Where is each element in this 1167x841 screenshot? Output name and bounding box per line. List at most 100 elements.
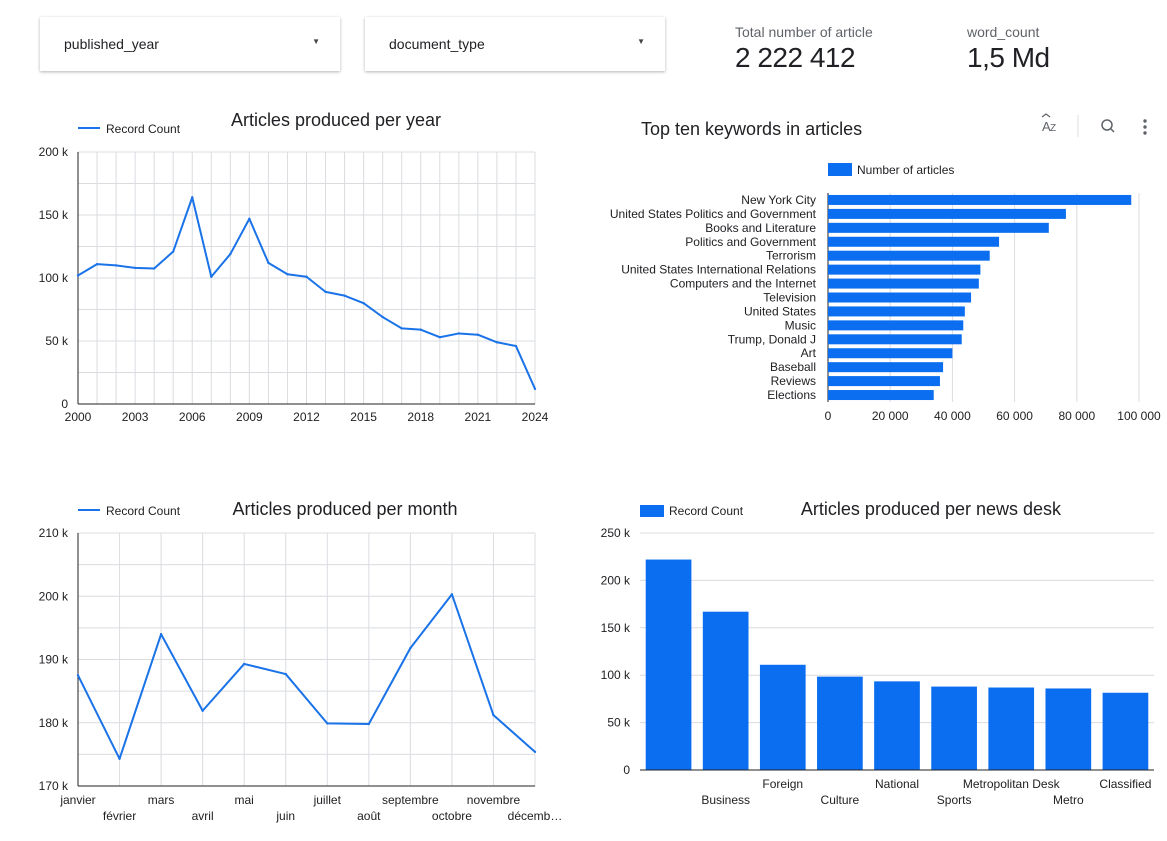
x-tick-label: 100 000 (1117, 409, 1161, 423)
x-tick-label: août (357, 809, 381, 823)
zoom-icon[interactable] (1101, 119, 1115, 133)
chart-articles-per-month: Record Count Articles produced per month… (39, 499, 563, 823)
kpi-total-articles: Total number of article 2 222 412 (735, 24, 873, 74)
x-tick-label: mars (148, 793, 175, 807)
x-tick-label: 80 000 (1058, 409, 1095, 423)
data-point (409, 646, 412, 650)
data-point (284, 672, 287, 676)
y-tick-label: 170 k (39, 779, 69, 793)
x-tick-label: Culture (821, 793, 860, 807)
category-label: Reviews (771, 374, 816, 388)
y-tick-label: 210 k (39, 526, 69, 540)
y-tick-label: 100 k (601, 668, 631, 682)
data-point (367, 722, 371, 726)
data-point (210, 275, 213, 278)
data-point (476, 333, 480, 336)
x-tick-label: 2021 (465, 410, 492, 424)
bar (1045, 688, 1092, 770)
x-tick-label: 0 (825, 409, 832, 423)
data-point (492, 713, 495, 717)
data-point (533, 750, 537, 754)
category-label: United States International Relations (621, 263, 816, 277)
document-type-dropdown[interactable]: document_type ▼ (365, 17, 665, 71)
data-point (286, 273, 289, 276)
data-point (159, 633, 163, 636)
data-point (450, 593, 454, 596)
category-label: Trump, Donald J (728, 332, 816, 346)
y-tick-label: 0 (61, 397, 68, 411)
x-tick-label: avril (192, 809, 214, 823)
x-tick-label: 2009 (236, 410, 263, 424)
bar (828, 362, 944, 373)
data-point (381, 315, 384, 319)
chart-articles-per-news-desk: Record Count Articles produced per news … (601, 499, 1154, 807)
data-point (419, 328, 422, 331)
data-point (362, 302, 365, 305)
kpi-word-count: word_count 1,5 Md (967, 24, 1050, 74)
published-year-dropdown[interactable]: published_year ▼ (40, 17, 340, 71)
category-label: Politics and Government (685, 235, 816, 249)
chevron-down-icon: ▼ (312, 37, 320, 46)
x-tick-label: National (875, 777, 919, 791)
bar (931, 686, 977, 770)
category-label: Baseball (770, 360, 816, 374)
data-point (172, 250, 175, 253)
svg-text:Z: Z (1050, 123, 1056, 134)
x-tick-label: 2018 (407, 410, 434, 424)
bar (702, 611, 749, 770)
legend-label: Record Count (669, 504, 744, 518)
legend-label: Record Count (106, 122, 181, 136)
bar (828, 236, 1000, 247)
data-point (95, 262, 99, 266)
x-tick-label: 2024 (522, 410, 549, 424)
bar (828, 334, 962, 345)
data-point (191, 196, 194, 199)
x-tick-label: octobre (432, 809, 472, 823)
data-point (133, 266, 137, 270)
chart-articles-per-year: Record Count Articles produced per year … (39, 110, 549, 424)
y-tick-label: 200 k (39, 145, 69, 159)
y-tick-label: 180 k (39, 716, 69, 730)
x-tick-label: 2006 (179, 410, 206, 424)
x-tick-label: 40 000 (934, 409, 971, 423)
x-tick-label: septembre (382, 793, 439, 807)
category-label: Television (763, 291, 816, 305)
bar (828, 264, 981, 275)
data-point (229, 252, 232, 256)
y-tick-label: 200 k (601, 573, 631, 587)
chart-title: Articles produced per news desk (801, 499, 1062, 519)
published-year-label: published_year (64, 36, 159, 52)
data-point (305, 275, 308, 278)
x-tick-label: Classified (1099, 777, 1151, 791)
data-point (152, 267, 156, 270)
y-tick-label: 200 k (39, 589, 69, 603)
data-point (118, 757, 121, 761)
category-label: Music (785, 318, 816, 332)
bar (828, 320, 964, 331)
data-point (343, 294, 346, 297)
x-tick-label: juillet (313, 793, 342, 807)
bar (828, 208, 1066, 219)
bar (874, 681, 920, 770)
bar (817, 676, 863, 770)
y-tick-label: 150 k (39, 208, 69, 222)
x-tick-label: 60 000 (996, 409, 1033, 423)
chart-title: Articles produced per year (231, 110, 441, 130)
data-point (76, 274, 80, 277)
more-vert-icon[interactable] (1143, 119, 1147, 135)
bar (828, 390, 934, 401)
x-tick-label: Metropolitan Desk (963, 777, 1061, 791)
sort-az-icon[interactable]: A Z (1041, 113, 1056, 134)
x-tick-label: juin (275, 809, 295, 823)
chart-top-keywords: Top ten keywords in articles A Z Number … (610, 113, 1161, 423)
y-tick-label: 250 k (601, 526, 631, 540)
x-tick-label: Business (701, 793, 750, 807)
legend-swatch (640, 505, 664, 517)
x-tick-label: 2012 (293, 410, 320, 424)
x-tick-label: février (103, 809, 136, 823)
data-point (514, 344, 518, 348)
chart-title: Articles produced per month (232, 499, 457, 519)
y-tick-label: 0 (623, 763, 630, 777)
data-point (242, 662, 246, 666)
category-label: United States (744, 304, 816, 318)
